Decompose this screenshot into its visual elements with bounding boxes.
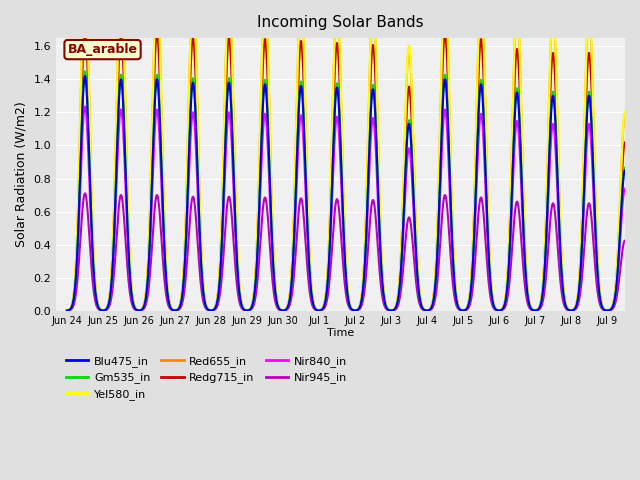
Red655_in bbox=[639, 308, 640, 313]
Nir840_in bbox=[633, 303, 640, 309]
Red655_in bbox=[63, 308, 71, 313]
Y-axis label: Solar Radiation (W/m2): Solar Radiation (W/m2) bbox=[15, 101, 28, 247]
Blu475_in bbox=[480, 120, 488, 126]
Redg715_in bbox=[639, 308, 640, 313]
X-axis label: Time: Time bbox=[327, 328, 354, 338]
Line: Red655_in: Red655_in bbox=[67, 0, 640, 311]
Red655_in bbox=[429, 297, 437, 302]
Redg715_in bbox=[633, 301, 640, 307]
Yel580_in bbox=[429, 296, 437, 302]
Red655_in bbox=[516, 81, 524, 87]
Blu475_in bbox=[429, 300, 437, 306]
Redg715_in bbox=[63, 308, 71, 313]
Nir945_in bbox=[516, 227, 524, 233]
Gm535_in bbox=[181, 254, 189, 260]
Nir945_in bbox=[81, 191, 89, 196]
Blu475_in bbox=[633, 302, 640, 308]
Gm535_in bbox=[639, 308, 640, 313]
Line: Blu475_in: Blu475_in bbox=[67, 76, 640, 311]
Blu475_in bbox=[551, 115, 559, 120]
Blu475_in bbox=[639, 308, 640, 313]
Yel580_in bbox=[181, 233, 189, 239]
Redg715_in bbox=[480, 83, 488, 89]
Nir840_in bbox=[181, 262, 189, 268]
Yel580_in bbox=[516, 78, 524, 84]
Yel580_in bbox=[551, 34, 559, 39]
Gm535_in bbox=[63, 308, 71, 313]
Yel580_in bbox=[639, 308, 640, 313]
Nir945_in bbox=[181, 281, 189, 287]
Blu475_in bbox=[181, 255, 189, 261]
Red655_in bbox=[181, 234, 189, 240]
Red655_in bbox=[633, 300, 640, 306]
Line: Nir945_in: Nir945_in bbox=[67, 193, 640, 311]
Line: Gm535_in: Gm535_in bbox=[67, 72, 640, 311]
Nir840_in bbox=[639, 308, 640, 313]
Redg715_in bbox=[81, 26, 89, 32]
Line: Yel580_in: Yel580_in bbox=[67, 0, 640, 311]
Blu475_in bbox=[81, 73, 89, 79]
Blu475_in bbox=[63, 308, 71, 313]
Line: Redg715_in: Redg715_in bbox=[67, 29, 640, 311]
Yel580_in bbox=[633, 300, 640, 306]
Gm535_in bbox=[633, 302, 640, 308]
Gm535_in bbox=[516, 143, 524, 149]
Blu475_in bbox=[516, 146, 524, 152]
Nir945_in bbox=[480, 214, 488, 220]
Nir945_in bbox=[639, 308, 640, 313]
Gm535_in bbox=[551, 111, 559, 117]
Yel580_in bbox=[480, 42, 488, 48]
Red655_in bbox=[551, 38, 559, 44]
Gm535_in bbox=[81, 69, 89, 74]
Gm535_in bbox=[429, 300, 437, 305]
Nir945_in bbox=[429, 304, 437, 310]
Redg715_in bbox=[516, 114, 524, 120]
Gm535_in bbox=[480, 117, 488, 122]
Redg715_in bbox=[181, 244, 189, 250]
Title: Incoming Solar Bands: Incoming Solar Bands bbox=[257, 15, 424, 30]
Nir840_in bbox=[429, 301, 437, 307]
Yel580_in bbox=[63, 308, 71, 313]
Nir840_in bbox=[81, 104, 89, 109]
Nir840_in bbox=[63, 308, 71, 313]
Nir840_in bbox=[516, 167, 524, 173]
Nir840_in bbox=[480, 145, 488, 151]
Nir945_in bbox=[551, 211, 559, 217]
Redg715_in bbox=[429, 298, 437, 304]
Legend: Blu475_in, Gm535_in, Yel580_in, Red655_in, Redg715_in, Nir840_in, Nir945_in: Blu475_in, Gm535_in, Yel580_in, Red655_i… bbox=[61, 352, 351, 404]
Nir945_in bbox=[63, 308, 71, 313]
Text: BA_arable: BA_arable bbox=[68, 43, 138, 56]
Red655_in bbox=[480, 46, 488, 51]
Nir840_in bbox=[551, 140, 559, 146]
Nir945_in bbox=[633, 305, 640, 311]
Line: Nir840_in: Nir840_in bbox=[67, 107, 640, 311]
Redg715_in bbox=[551, 76, 559, 82]
